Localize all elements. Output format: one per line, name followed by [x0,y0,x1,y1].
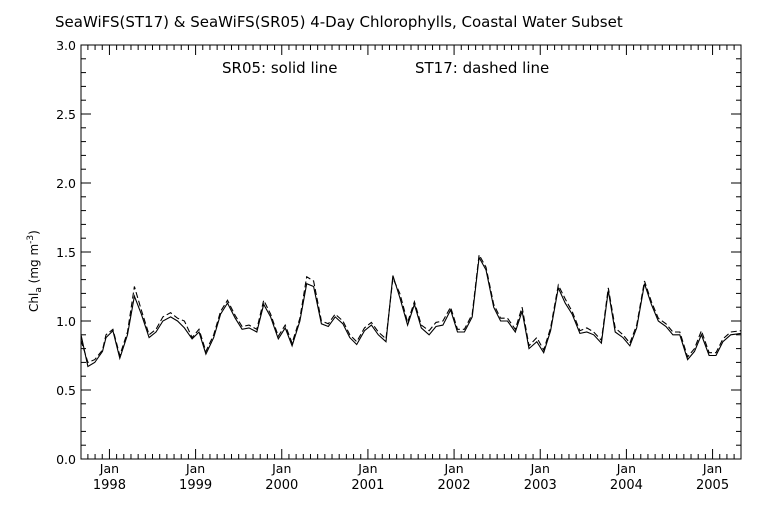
legend-solid-note: SR05: solid line [222,59,338,77]
y-tick-label: 2.5 [56,107,76,122]
y-axis-label-units-sup: -3 [26,235,36,244]
plot-area [80,44,742,460]
x-tick-year-label: 1999 [179,478,212,493]
x-tick-year-label: 2000 [265,478,298,493]
x-axis: Jan 1998 Jan 1999 Jan 2000 Jan 2001 Jan 2002 Jan 20… [87,45,735,493]
x-tick-month-label: Jan [271,461,291,476]
x-tick-year-label: 1998 [93,478,126,493]
y-axis: 0.0 0.5 1.0 1.5 2.0 2.5 3.0 [56,38,741,467]
x-tick-year-label: 2001 [351,478,384,493]
series-line-st17 [80,253,742,364]
y-axis-label-units-close: ) [27,230,41,235]
x-tick-year-label: 2003 [524,478,557,493]
x-tick-year-label: 2004 [610,478,643,493]
y-tick-label: 0.0 [56,452,76,467]
x-tick-month-label: Jan [357,461,377,476]
y-axis-label-sub: a [34,287,44,293]
x-tick-month-label: Jan [530,461,550,476]
series-layer [80,253,742,368]
x-tick-month-label: Jan [185,461,205,476]
legend-dashed-note: ST17: dashed line [415,59,549,77]
y-tick-label: 1.5 [56,245,76,260]
y-tick-label: 2.0 [56,176,76,191]
y-tick-label: 0.5 [56,383,76,398]
x-tick-month-label: Jan [443,461,463,476]
x-tick-month-label: Jan [99,461,119,476]
series-line-sr05 [80,255,742,368]
x-tick-year-label: 2002 [438,478,471,493]
x-tick-month-label: Jan [616,461,636,476]
y-tick-label: 3.0 [56,38,76,53]
y-axis-label-units: (mg m [27,244,41,287]
chart-title: SeaWiFS(ST17) & SeaWiFS(SR05) 4-Day Chlo… [55,13,623,31]
y-tick-label: 1.0 [56,314,76,329]
x-tick-month-label: Jan [702,461,722,476]
y-axis-label: Chla (mg m-3) [26,230,44,312]
x-tick-year-label: 2005 [696,478,729,493]
y-axis-label-main: Chl [27,293,41,312]
plot-border [80,44,742,460]
